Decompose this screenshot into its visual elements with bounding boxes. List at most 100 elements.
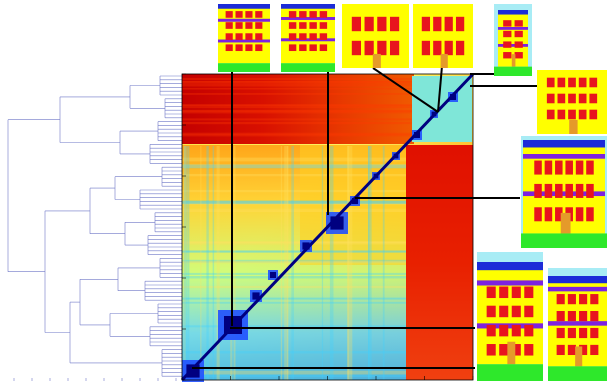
matrix-col-texture [200,146,202,380]
thumbnail-2 [281,4,335,72]
matrix-block-right [406,145,473,380]
matrix-row-texture [182,351,406,354]
matrix-row-texture [182,298,406,300]
window [586,183,594,198]
matrix-row-texture [182,250,406,252]
window [225,11,233,18]
window [389,40,400,56]
thumbnail-4 [413,4,473,68]
window [433,40,442,56]
window [590,310,599,322]
window [377,16,387,32]
window [567,344,576,356]
window [556,294,565,305]
window [309,33,317,40]
matrix-top-texture [182,81,412,83]
window [514,30,523,38]
window [288,44,297,52]
thumbnail-6 [537,70,607,134]
window [567,310,576,322]
window [511,344,521,356]
door [507,341,516,365]
matrix-diagonal-core [302,242,310,250]
matrix-row-texture [182,157,406,162]
ground [218,63,270,72]
window [544,160,553,175]
matrix-top-texture [182,80,412,84]
window [575,207,584,222]
window [245,11,253,18]
matrix-col-texture [212,146,215,380]
thumbnail-7 [521,136,607,248]
window [579,310,588,322]
matrix-top-texture [182,87,412,90]
window [499,286,509,299]
window [589,109,598,120]
window [299,11,307,18]
matrix-top-texture [182,134,412,137]
window [421,40,431,56]
window [590,294,599,305]
window [499,344,509,356]
window [503,30,512,38]
door [569,119,578,134]
matrix-col-texture [347,146,349,380]
matrix-top-texture [182,132,412,135]
window [524,305,534,318]
window [586,207,594,222]
roof [523,140,605,148]
ground [494,66,532,76]
window [579,344,588,356]
matrix-col-texture [233,146,236,380]
window [235,33,243,40]
matrix-row-texture [182,200,406,204]
matrix-row-texture [182,241,406,244]
window [544,207,553,222]
matrix-row-texture [182,174,406,177]
floor-band [548,286,607,292]
thumbnail-5 [494,4,532,76]
window [319,22,328,29]
window [245,22,253,29]
window [589,77,598,88]
window [556,310,565,322]
window [503,52,512,59]
window [555,160,563,175]
window [567,327,576,339]
window [511,305,521,318]
window [235,44,243,52]
window [557,109,566,120]
window [225,44,233,52]
window [575,160,584,175]
matrix-row-texture [182,208,406,212]
facade-thumbnails [218,4,607,381]
window [309,22,317,29]
matrix-col-texture [280,146,283,380]
window [364,16,374,32]
window [364,40,374,56]
window [245,44,253,52]
matrix-col-texture [368,146,372,380]
window [567,294,576,305]
window [565,183,573,198]
window [455,40,465,56]
window [486,344,496,356]
window [524,286,534,299]
link-line [372,67,439,113]
floor-band [477,280,543,286]
matrix-row-texture [182,200,406,205]
window [555,207,563,222]
matrix-col-texture [368,146,370,380]
window [288,33,297,40]
window [575,183,584,198]
window [444,40,453,56]
window [579,327,588,339]
matrix-top-texture [182,105,412,109]
matrix-row-texture [182,285,406,289]
window [534,160,542,175]
window [486,324,496,337]
window [486,286,496,299]
matrix-diagonal-core [352,198,358,204]
window [556,327,565,339]
roof [281,4,335,9]
